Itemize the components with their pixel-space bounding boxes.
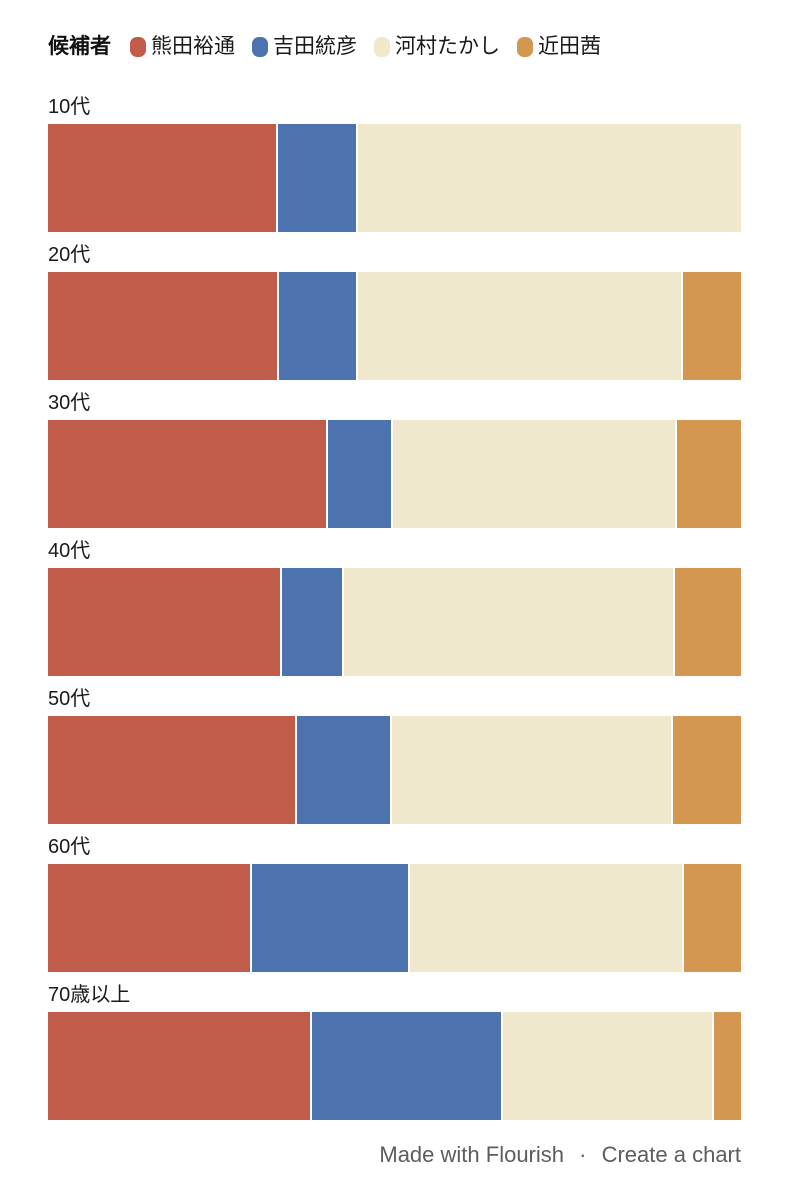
bar-segment[interactable] (251, 864, 410, 972)
legend-title: 候補者 (48, 35, 111, 58)
bar-segment[interactable] (327, 420, 394, 528)
bar-segment[interactable] (683, 272, 741, 380)
legend-swatch-icon (517, 37, 533, 57)
legend-swatch-icon (374, 37, 390, 57)
bar (48, 420, 741, 528)
made-with-flourish-link[interactable]: Made with Flourish (379, 1142, 565, 1167)
chart-row: 10代 (48, 96, 741, 232)
flourish-credit: Made with Flourish · Create a chart (48, 1142, 741, 1168)
bar (48, 124, 741, 232)
chart-row: 70歳以上 (48, 984, 741, 1120)
bar-segment[interactable] (48, 420, 328, 528)
category-label: 30代 (48, 392, 91, 414)
bar (48, 864, 741, 972)
chart-row: 40代 (48, 540, 741, 676)
bar-segment[interactable] (391, 716, 674, 824)
bar-segment[interactable] (48, 272, 279, 380)
legend-swatch-icon (252, 37, 268, 57)
chart-row: 60代 (48, 836, 741, 972)
bar (48, 272, 741, 380)
footer-separator: · (579, 1142, 587, 1167)
bar-segment[interactable] (673, 716, 741, 824)
chart-row: 30代 (48, 392, 741, 528)
legend-item-label: 吉田統彦 (273, 35, 357, 58)
bar-segment[interactable] (48, 1012, 313, 1120)
category-label: 60代 (48, 836, 91, 858)
bar-segment[interactable] (675, 568, 741, 676)
chart-row: 50代 (48, 688, 741, 824)
legend-item-0[interactable]: 熊田裕通 (130, 34, 235, 60)
create-a-chart-link[interactable]: Create a chart (601, 1142, 741, 1167)
legend-item-3[interactable]: 近田茜 (517, 34, 601, 60)
bar-segment[interactable] (713, 1012, 741, 1120)
legend-item-label: 近田茜 (538, 35, 601, 58)
bar (48, 716, 741, 824)
bar (48, 568, 741, 676)
category-label: 10代 (48, 96, 91, 118)
bar-segment[interactable] (357, 124, 741, 232)
category-label: 40代 (48, 540, 91, 562)
bar-segment[interactable] (312, 1012, 504, 1120)
legend-item-label: 河村たかし (395, 35, 500, 58)
bar-segment[interactable] (343, 568, 676, 676)
bar-segment[interactable] (358, 272, 684, 380)
bar-segment[interactable] (48, 716, 297, 824)
bar-segment[interactable] (684, 864, 741, 972)
category-label: 20代 (48, 244, 91, 266)
category-label: 70歳以上 (48, 984, 131, 1006)
legend-item-1[interactable]: 吉田統彦 (252, 34, 357, 60)
chart-row: 20代 (48, 244, 741, 380)
bar-segment[interactable] (282, 568, 344, 676)
bar-segment[interactable] (48, 568, 283, 676)
bar-segment[interactable] (296, 716, 392, 824)
legend-swatch-icon (130, 37, 146, 57)
bar-segment[interactable] (393, 420, 678, 528)
bar-segment[interactable] (677, 420, 741, 528)
bar-segment[interactable] (278, 272, 359, 380)
category-label: 50代 (48, 688, 91, 710)
bar-segment[interactable] (278, 124, 358, 232)
bar-segment[interactable] (48, 864, 252, 972)
bar-segment[interactable] (409, 864, 685, 972)
legend-item-2[interactable]: 河村たかし (374, 34, 500, 60)
stacked-bar-chart: 10代 20代 30代 40代 50代 60代 70歳以上 (48, 96, 741, 1120)
bar-segment[interactable] (48, 124, 279, 232)
legend-item-label: 熊田裕通 (151, 35, 235, 58)
legend: 候補者 熊田裕通 吉田統彦 河村たかし 近田茜 (48, 34, 741, 60)
bar-segment[interactable] (503, 1012, 714, 1120)
bar (48, 1012, 741, 1120)
